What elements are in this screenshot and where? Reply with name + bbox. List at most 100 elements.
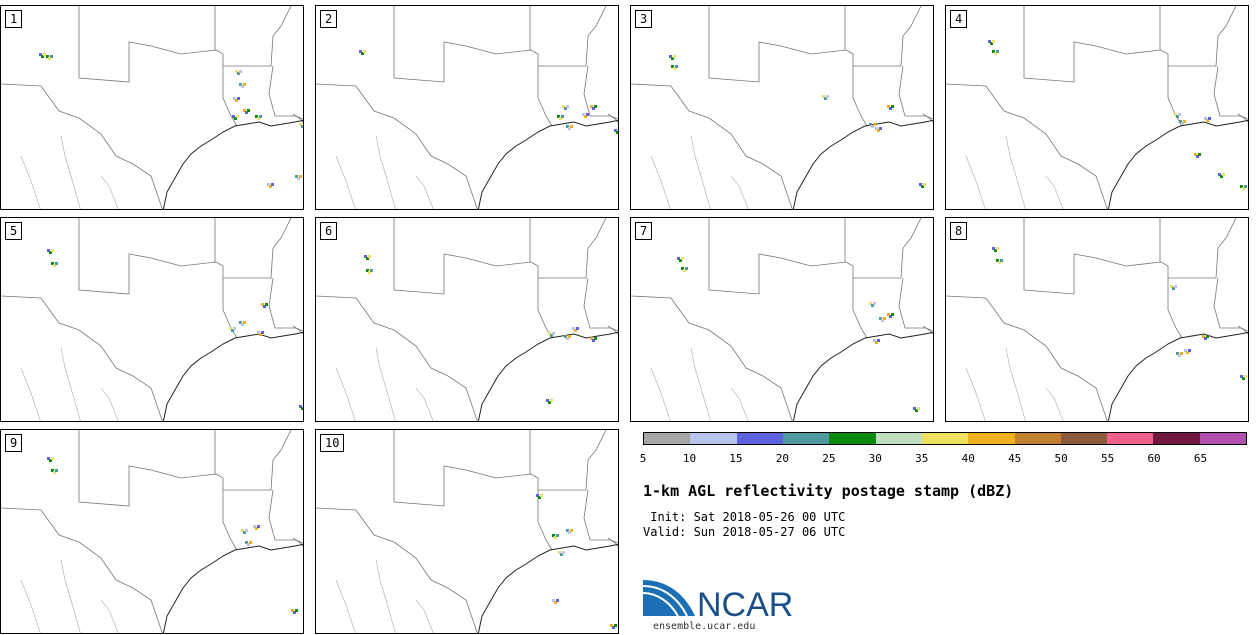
reflectivity-cell xyxy=(261,303,268,308)
reflectivity-cell xyxy=(366,269,373,274)
colorbar-tick: 25 xyxy=(822,452,836,465)
map-panel-2: 2 xyxy=(315,5,619,210)
province-border xyxy=(60,347,81,421)
coastline xyxy=(477,331,618,421)
colorbar-segment xyxy=(782,433,830,444)
map-panel-3: 3 xyxy=(630,5,934,210)
reflectivity-cell xyxy=(1170,285,1177,290)
state-border xyxy=(1,295,163,421)
state-border xyxy=(607,325,618,335)
reflectivity-cell xyxy=(610,624,617,629)
reflectivity-cell xyxy=(536,494,543,499)
reflectivity-cell xyxy=(1179,120,1186,125)
reflectivity-cell xyxy=(548,332,555,337)
map-panel-5: 5 xyxy=(0,217,304,422)
state-border xyxy=(1023,218,1169,310)
province-border xyxy=(100,599,119,633)
province-border xyxy=(690,347,711,421)
reflectivity-cell xyxy=(364,255,371,260)
colorbar-segment xyxy=(644,433,691,444)
state-border xyxy=(268,65,303,120)
state-border xyxy=(583,489,618,544)
reflectivity-cell xyxy=(239,321,246,326)
colorbar-tick: 30 xyxy=(868,452,882,465)
reflectivity-cell xyxy=(1204,117,1211,122)
reflectivity-cell xyxy=(887,313,894,318)
province-border xyxy=(690,135,711,209)
state-border xyxy=(583,277,618,332)
reflectivity-cell xyxy=(681,267,688,272)
reflectivity-cell xyxy=(47,457,54,462)
state-border xyxy=(292,113,303,123)
state-border xyxy=(852,97,868,127)
state-border xyxy=(1,507,163,633)
colorbar-segment xyxy=(968,433,1015,444)
province-border xyxy=(730,175,749,209)
state-border xyxy=(316,83,478,209)
reflectivity-cell xyxy=(913,407,920,412)
reflectivity-cell xyxy=(1174,113,1181,118)
reflectivity-cell xyxy=(557,115,564,120)
reflectivity-cell xyxy=(590,105,597,110)
panel-label: 6 xyxy=(320,222,338,240)
province-border xyxy=(730,387,749,421)
state-border xyxy=(78,6,224,98)
reflectivity-cell xyxy=(669,55,676,60)
coastline xyxy=(792,119,933,209)
reflectivity-cell xyxy=(572,327,579,332)
coastline xyxy=(1107,331,1248,421)
reflectivity-cell xyxy=(590,337,597,342)
reflectivity-cell xyxy=(564,335,571,340)
state-border xyxy=(946,295,1108,421)
state-border xyxy=(538,6,607,67)
reflectivity-cell xyxy=(879,317,886,322)
map-panel-9: 9 xyxy=(0,429,304,634)
map-5 xyxy=(1,218,303,421)
map-panel-4: 4 xyxy=(945,5,1249,210)
state-border xyxy=(537,97,553,127)
state-border xyxy=(853,218,922,279)
province-border xyxy=(100,387,119,421)
state-border xyxy=(316,295,478,421)
province-border xyxy=(650,155,671,209)
state-border xyxy=(583,65,618,120)
reflectivity-cell xyxy=(253,525,260,530)
state-border xyxy=(1213,277,1248,332)
reflectivity-cell xyxy=(291,609,298,614)
state-border xyxy=(708,6,854,98)
province-border xyxy=(415,387,434,421)
state-border xyxy=(222,97,238,127)
state-border xyxy=(853,6,922,67)
reflectivity-cell xyxy=(233,97,240,102)
colorbar-tick: 60 xyxy=(1147,452,1161,465)
colorbar-tick: 50 xyxy=(1054,452,1068,465)
logo-text: NCAR xyxy=(697,586,793,622)
province-border xyxy=(335,579,356,633)
reflectivity-cell xyxy=(47,249,54,254)
state-border xyxy=(631,295,793,421)
province-border xyxy=(965,367,986,421)
state-border xyxy=(708,218,854,310)
state-border xyxy=(268,277,303,332)
reflectivity-cell xyxy=(241,529,248,534)
province-border xyxy=(20,155,41,209)
reflectivity-cell xyxy=(919,183,926,188)
panel-label: 3 xyxy=(635,10,653,28)
province-border xyxy=(335,367,356,421)
panel-label: 4 xyxy=(950,10,968,28)
state-border xyxy=(1168,218,1237,279)
reflectivity-cell xyxy=(614,129,618,134)
reflectivity-cell xyxy=(582,113,589,118)
state-border xyxy=(268,489,303,544)
reflectivity-cell xyxy=(552,534,559,539)
coastline xyxy=(162,543,303,633)
state-border xyxy=(898,277,933,332)
reflectivity-cell xyxy=(1240,375,1247,380)
reflectivity-cell xyxy=(295,175,302,180)
map-3 xyxy=(631,6,933,209)
state-border xyxy=(1167,309,1183,339)
reflectivity-cell xyxy=(51,469,58,474)
reflectivity-cell xyxy=(566,125,573,130)
province-border xyxy=(415,175,434,209)
map-panel-6: 6 xyxy=(315,217,619,422)
